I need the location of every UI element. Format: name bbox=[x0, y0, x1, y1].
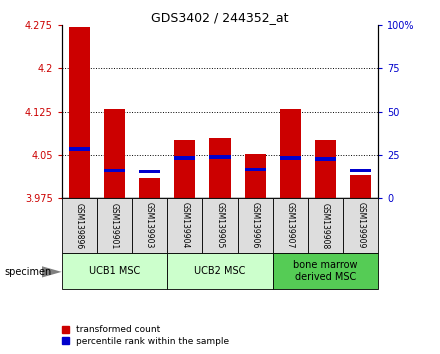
Bar bbox=[167, 198, 202, 253]
Bar bbox=[202, 198, 238, 253]
Bar bbox=[245, 154, 266, 198]
Bar bbox=[308, 198, 343, 253]
Bar bbox=[280, 156, 301, 160]
Bar bbox=[350, 175, 371, 198]
Text: GSM139903: GSM139903 bbox=[145, 202, 154, 249]
Text: bone marrow
derived MSC: bone marrow derived MSC bbox=[293, 260, 358, 282]
Bar bbox=[139, 178, 160, 198]
Legend: transformed count, percentile rank within the sample: transformed count, percentile rank withi… bbox=[62, 325, 229, 346]
Bar bbox=[69, 147, 90, 151]
Bar bbox=[315, 141, 336, 198]
Title: GDS3402 / 244352_at: GDS3402 / 244352_at bbox=[151, 11, 289, 24]
Bar bbox=[174, 156, 195, 160]
Bar bbox=[273, 198, 308, 253]
Bar bbox=[174, 141, 195, 198]
Bar bbox=[280, 109, 301, 198]
Bar bbox=[62, 253, 167, 289]
Text: GSM139907: GSM139907 bbox=[286, 202, 295, 249]
Bar bbox=[209, 155, 231, 159]
Text: GSM139906: GSM139906 bbox=[251, 202, 260, 249]
Bar bbox=[132, 198, 167, 253]
Text: UCB1 MSC: UCB1 MSC bbox=[89, 266, 140, 276]
Text: specimen: specimen bbox=[4, 267, 51, 277]
Text: GSM139904: GSM139904 bbox=[180, 202, 189, 249]
Bar bbox=[238, 198, 273, 253]
Text: GSM139896: GSM139896 bbox=[75, 202, 84, 249]
Bar bbox=[315, 157, 336, 161]
Bar bbox=[139, 170, 160, 173]
Bar bbox=[209, 138, 231, 198]
Bar bbox=[97, 198, 132, 253]
Bar bbox=[245, 167, 266, 171]
Text: GSM139909: GSM139909 bbox=[356, 202, 365, 249]
Bar bbox=[104, 169, 125, 172]
Bar bbox=[343, 198, 378, 253]
Bar bbox=[350, 169, 371, 172]
Bar bbox=[62, 198, 97, 253]
Bar bbox=[104, 109, 125, 198]
Bar bbox=[273, 253, 378, 289]
Text: GSM139905: GSM139905 bbox=[216, 202, 224, 249]
Bar bbox=[69, 27, 90, 198]
Text: GSM139901: GSM139901 bbox=[110, 202, 119, 249]
Text: UCB2 MSC: UCB2 MSC bbox=[194, 266, 246, 276]
Polygon shape bbox=[42, 266, 62, 278]
Text: GSM139908: GSM139908 bbox=[321, 202, 330, 249]
Bar bbox=[167, 253, 273, 289]
